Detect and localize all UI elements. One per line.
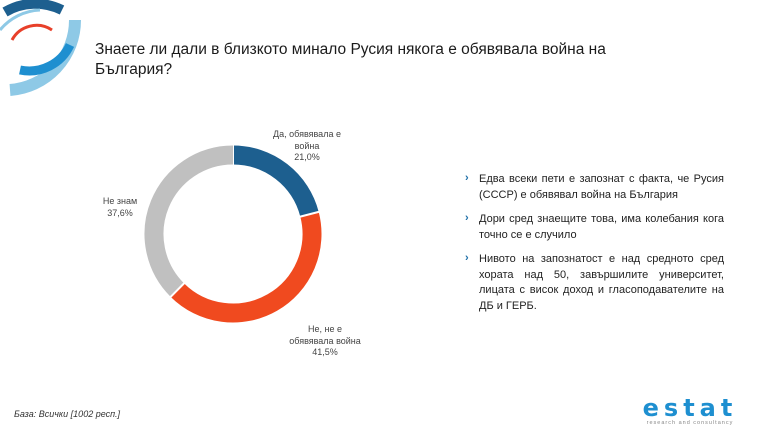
slice-label-dont-know: Не знам 37,6%	[90, 196, 150, 219]
finding-text: Едва всеки пети е запознат с факта, че Р…	[479, 173, 724, 201]
slice-label-line1: Не, не е	[308, 324, 342, 334]
corner-logo-arcs	[0, 0, 82, 96]
logo-arc-red	[10, 23, 53, 41]
brand-tagline: research and consultancy	[646, 420, 734, 426]
finding-item: › Дори сред знаещите това, има колебания…	[465, 212, 724, 243]
sample-base-note: База: Всички [1002 респ.]	[14, 409, 121, 419]
key-findings: › Едва всеки пети е запознат с факта, че…	[465, 172, 724, 323]
logo-arc-outer	[9, 19, 82, 96]
slide-title: Знаете ли дали в близкото минало Русия н…	[95, 41, 606, 78]
chevron-right-icon: ›	[465, 172, 469, 184]
finding-text: Дори сред знаещите това, има колебания к…	[479, 213, 724, 241]
logo-arc-dark	[2, 0, 65, 17]
slice-separator	[299, 210, 320, 218]
finding-text: Нивото на запознатост е над средното сре…	[479, 253, 724, 312]
slice-dont-know	[144, 145, 234, 297]
slice-separator	[169, 281, 186, 299]
slice-value: 21,0%	[294, 152, 320, 162]
brand-logo: estat research and consultancy	[620, 396, 760, 427]
slice-no	[170, 211, 322, 323]
slice-label-yes: Да, обявявала е война 21,0%	[262, 129, 352, 164]
slice-label-line1: Да, обявявала е	[273, 129, 341, 139]
finding-item: › Нивото на запознатост е над средното с…	[465, 252, 724, 314]
finding-item: › Едва всеки пети е запознат с факта, че…	[465, 172, 724, 203]
slice-label-no: Не, не е обявявала война 41,5%	[280, 324, 370, 359]
brand-name: estat	[642, 394, 738, 422]
slice-value: 41,5%	[312, 347, 338, 357]
logo-arc-mid	[19, 42, 75, 76]
slice-value: 37,6%	[107, 207, 133, 218]
slice-label-line2: обявявала война	[289, 335, 361, 346]
slice-label-line2: война	[294, 140, 320, 151]
chevron-right-icon: ›	[465, 252, 469, 264]
chevron-right-icon: ›	[465, 212, 469, 224]
logo-arc-thin	[0, 8, 41, 31]
slice-label-line1: Не знам	[102, 196, 138, 206]
slice-yes	[232, 145, 319, 217]
